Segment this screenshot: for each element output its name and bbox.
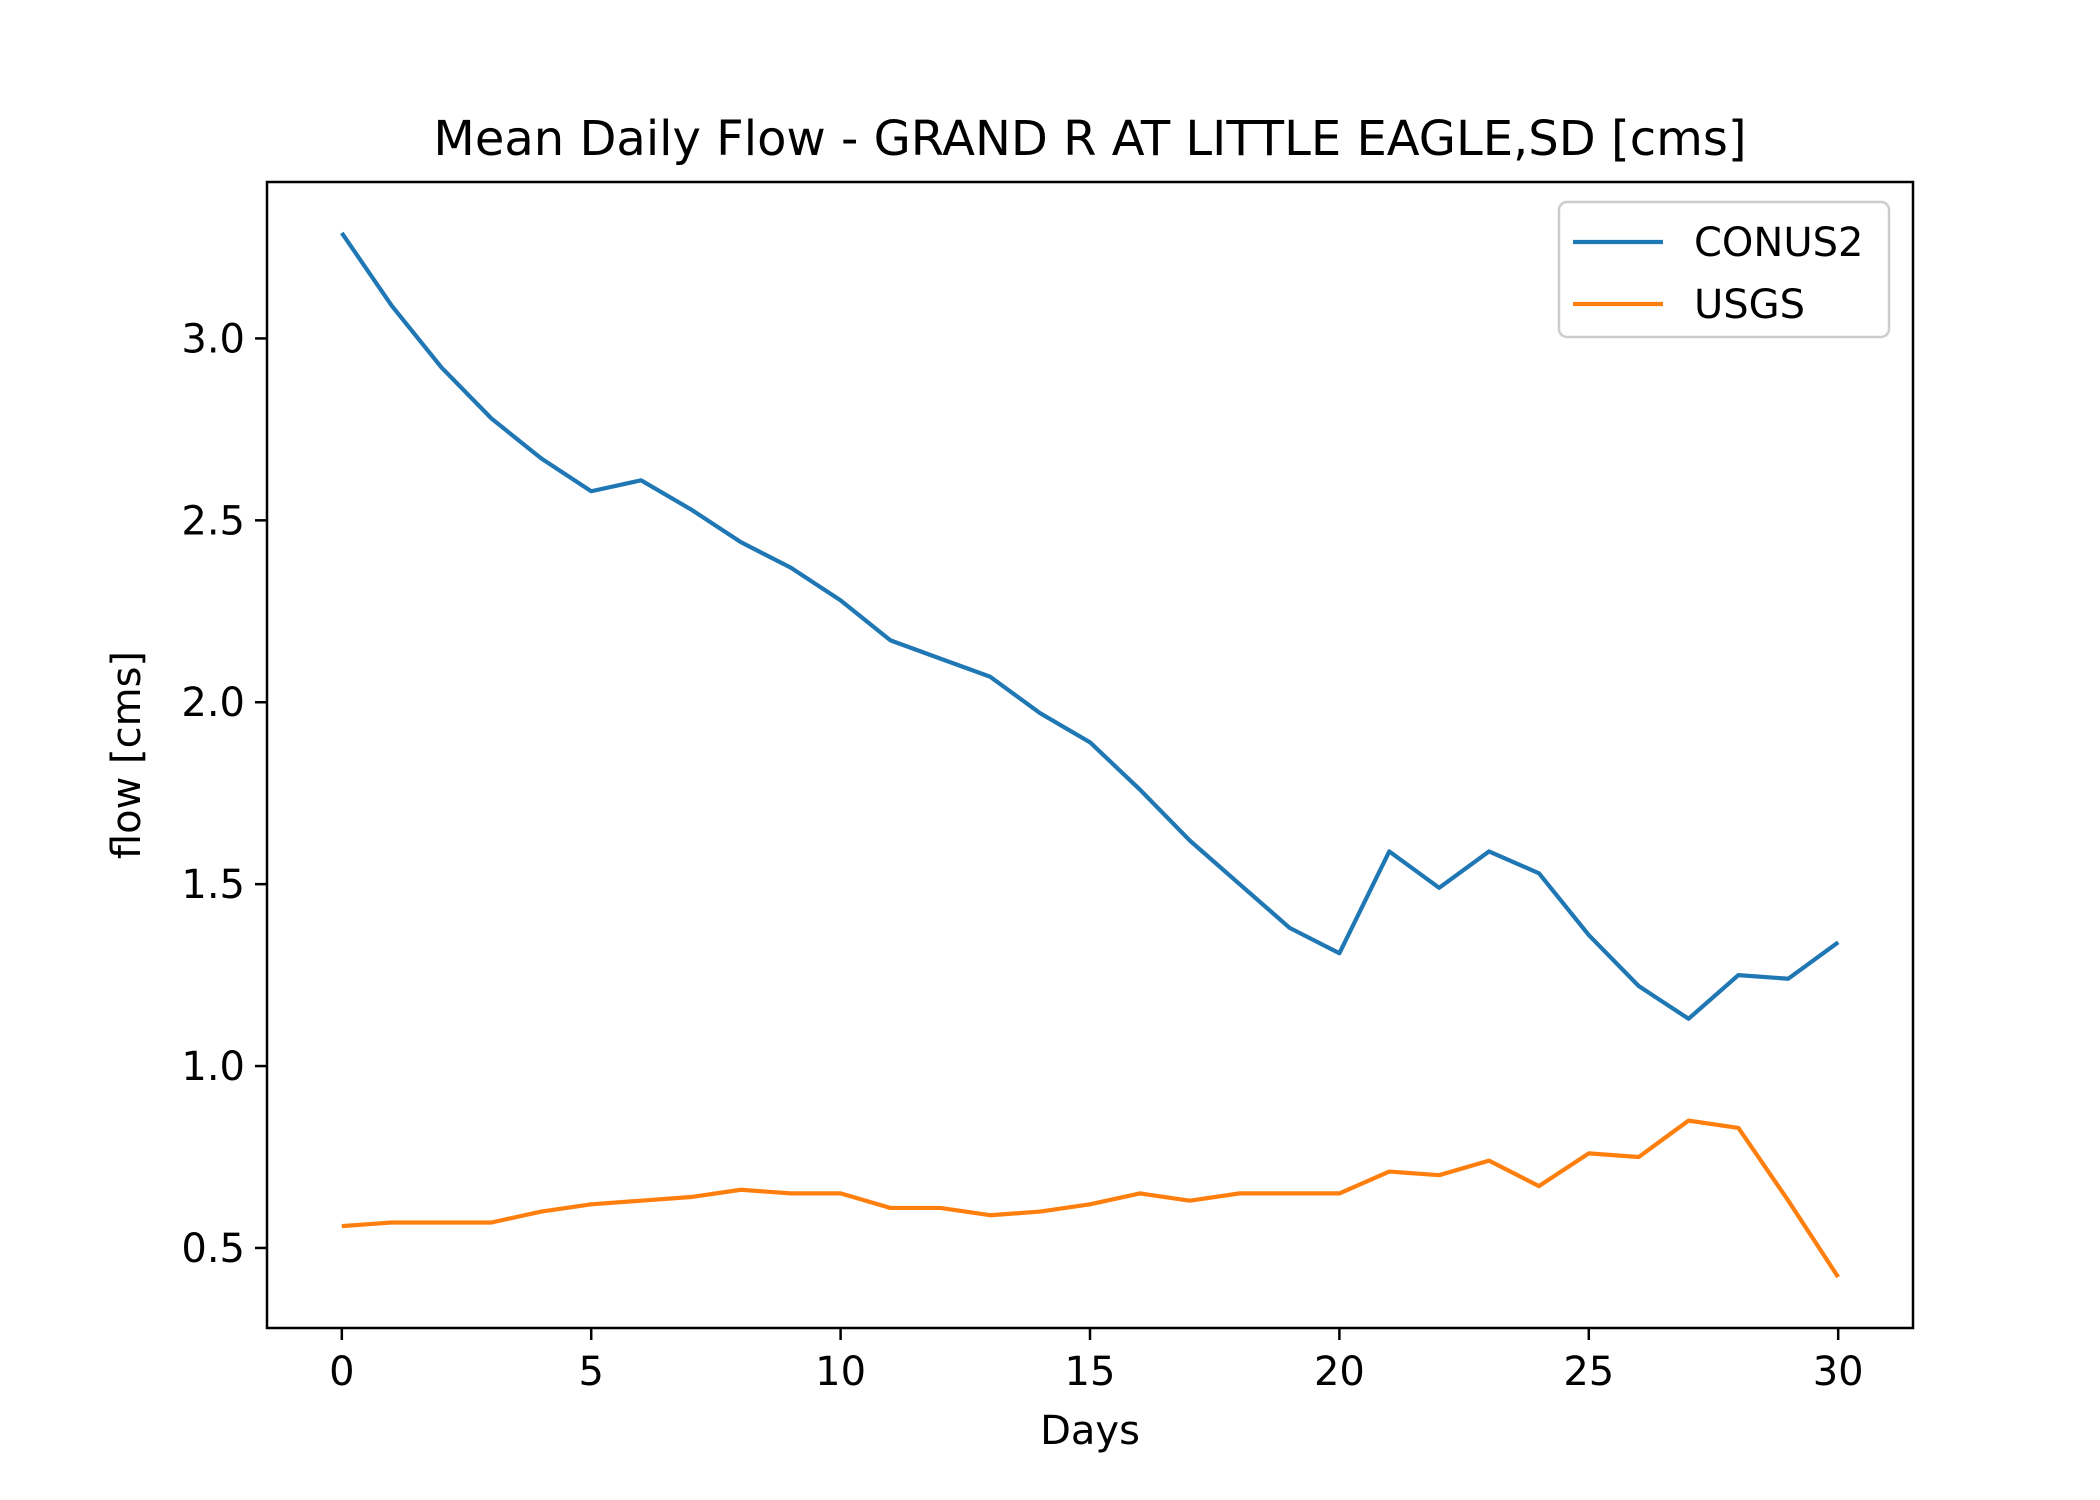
y-tick-label: 0.5 [181,1226,245,1272]
x-tick-label: 0 [329,1349,354,1395]
chart-title: Mean Daily Flow - GRAND R AT LITTLE EAGL… [433,111,1746,167]
plot-frame-layer [265,180,1915,1330]
series-line-conus2 [340,231,1840,1021]
legend-label-usgs: USGS [1694,282,1805,328]
x-tick-label: 15 [1065,1349,1116,1395]
y-tick-label: 3.0 [181,316,245,362]
y-tick-label: 1.5 [181,862,245,908]
x-tick-label: 10 [815,1349,866,1395]
legend-label-conus2: CONUS2 [1694,220,1863,266]
y-tick-label: 1.0 [181,1044,245,1090]
x-tick-label: 5 [578,1349,603,1395]
plot-area-frame [265,180,1915,1330]
x-tick-label: 20 [1314,1349,1365,1395]
ticks-layer: 0 5 10 15 20 25 30 0.5 1.0 1.5 2.0 2.5 3.0 [181,316,1863,1395]
x-tick-label: 30 [1813,1349,1864,1395]
y-tick-label: 2.0 [181,680,245,726]
legend: CONUS2 USGS [1557,200,1891,339]
series-line-usgs [341,1118,1840,1279]
y-tick-label: 2.5 [181,498,245,544]
y-axis-label: flow [cms] [104,651,150,859]
series-layer [340,231,1840,1279]
x-axis-label: Days [1040,1408,1140,1454]
x-tick-label: 25 [1563,1349,1614,1395]
